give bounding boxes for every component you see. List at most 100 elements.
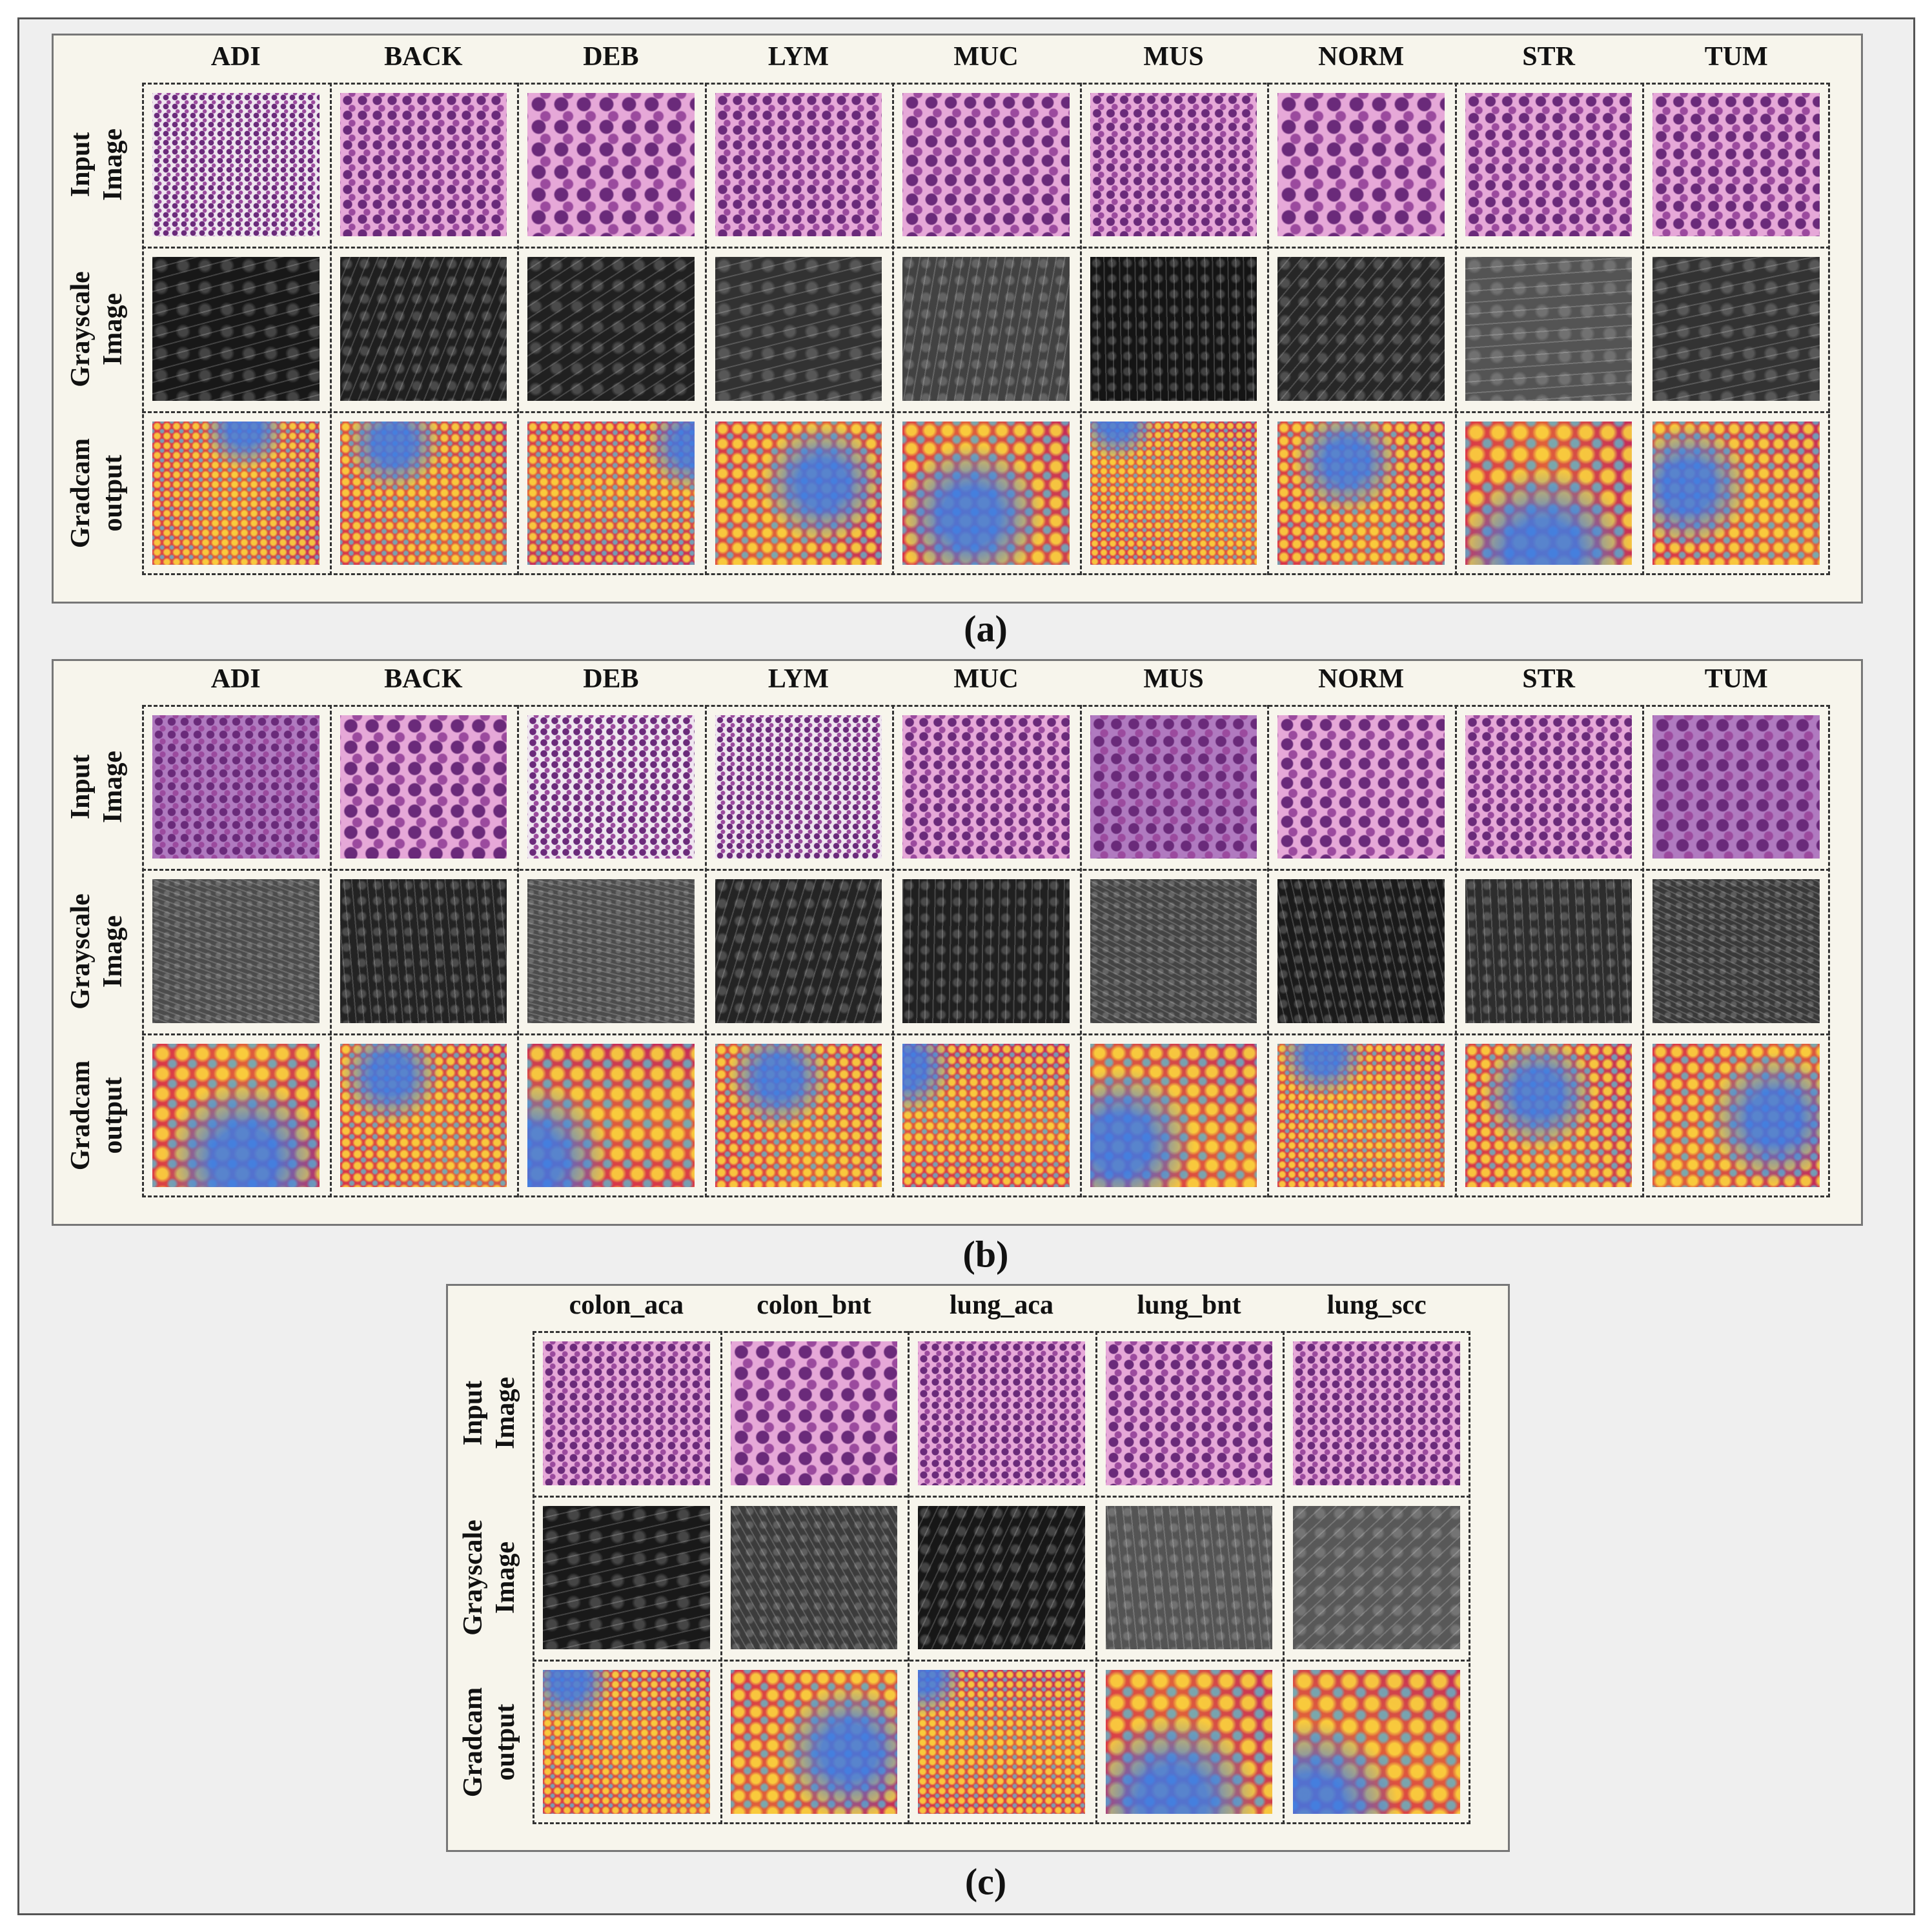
column-divider (1095, 1331, 1097, 1824)
row-label: Input Image (65, 128, 129, 201)
column-header: lung_scc (1327, 1290, 1427, 1320)
row-label: Input Image (457, 1377, 522, 1449)
row-label-line: Grayscale (66, 893, 96, 1010)
column-divider (1642, 705, 1645, 1197)
column-header: LYM (768, 664, 829, 694)
image-tile (902, 421, 1070, 565)
image-tile (1652, 1043, 1820, 1187)
column-divider (517, 83, 520, 575)
image-tile (1277, 879, 1445, 1023)
image-tile (340, 715, 507, 859)
image-tile (918, 1341, 1085, 1485)
image-tile (1277, 421, 1445, 565)
image-tile (1090, 257, 1257, 401)
row-label-line: Image (491, 1541, 520, 1614)
image-tile (1277, 1043, 1445, 1187)
image-tile (1105, 1670, 1273, 1814)
row-label-line: Image (98, 751, 128, 824)
image-tile (715, 421, 882, 565)
image-tile (1652, 93, 1820, 237)
row-label-line: Gradcam (66, 438, 96, 548)
column-header: MUS (1143, 664, 1204, 694)
row-divider (142, 247, 1830, 249)
image-tile (1090, 1043, 1257, 1187)
row-divider (142, 1033, 1830, 1035)
image-tile (340, 257, 507, 401)
row-label: Gradcam output (65, 438, 129, 548)
image-tile (902, 257, 1070, 401)
image-tile (340, 93, 507, 237)
column-header: NORM (1318, 42, 1405, 72)
image-tile (340, 1043, 507, 1187)
image-tile (152, 715, 320, 859)
tile-grid (533, 1331, 1470, 1824)
image-tile (1652, 421, 1820, 565)
column-divider (1642, 83, 1645, 575)
column-divider (329, 83, 332, 575)
column-header: STR (1522, 42, 1576, 72)
image-tile (543, 1341, 710, 1485)
image-tile (1277, 93, 1445, 237)
image-tile (715, 93, 882, 237)
row-divider (142, 869, 1830, 871)
row-label-line: Grayscale (66, 270, 96, 387)
row-label: Grayscale Image (65, 271, 129, 387)
image-tile (1652, 879, 1820, 1023)
column-divider (892, 83, 895, 575)
row-label-line: Input (66, 132, 96, 198)
column-divider (329, 705, 332, 1197)
image-tile (1652, 715, 1820, 859)
image-tile (730, 1670, 898, 1814)
tile-grid (142, 83, 1830, 575)
column-divider (1079, 83, 1082, 575)
image-tile (152, 93, 320, 237)
image-tile (1465, 421, 1632, 565)
row-label-line: Image (98, 915, 128, 988)
image-tile (1105, 1505, 1273, 1650)
column-divider (1454, 705, 1457, 1197)
image-tile (152, 1043, 320, 1187)
row-label: Grayscale Image (457, 1520, 522, 1636)
column-divider (1454, 83, 1457, 575)
image-tile (1090, 421, 1257, 565)
row-label-line: Input (66, 754, 96, 820)
row-label-line: Gradcam (458, 1687, 488, 1797)
column-divider (1267, 705, 1270, 1197)
row-label-line: output (98, 1077, 128, 1154)
column-header: LYM (768, 42, 829, 72)
column-divider (908, 1331, 910, 1824)
column-header: ADI (210, 664, 261, 694)
image-tile (1465, 879, 1632, 1023)
image-tile (527, 1043, 695, 1187)
column-header: colon_bnt (757, 1290, 871, 1320)
image-tile (715, 257, 882, 401)
image-tile (1293, 1670, 1460, 1814)
column-header: lung_bnt (1137, 1290, 1241, 1320)
image-tile (715, 879, 882, 1023)
column-header: DEB (583, 664, 639, 694)
row-label: Gradcam output (457, 1687, 522, 1797)
column-header: DEB (583, 42, 639, 72)
image-tile (1090, 715, 1257, 859)
row-label-line: Image (98, 128, 128, 201)
image-tile (902, 879, 1070, 1023)
row-label: Grayscale Image (65, 893, 129, 1010)
image-tile (340, 879, 507, 1023)
column-divider (720, 1331, 722, 1824)
image-tile (902, 715, 1070, 859)
image-tile (1652, 257, 1820, 401)
image-tile (1293, 1341, 1460, 1485)
image-tile (715, 715, 882, 859)
image-tile (1105, 1341, 1273, 1485)
image-tile (527, 421, 695, 565)
column-header: MUC (953, 42, 1019, 72)
image-tile (527, 879, 695, 1023)
row-label-line: output (491, 1703, 520, 1781)
image-tile (543, 1505, 710, 1650)
panel-label: (c) (964, 1860, 1007, 1903)
column-header: BACK (384, 42, 463, 72)
row-label: Gradcam output (65, 1061, 129, 1170)
row-label-line: Input (458, 1381, 488, 1446)
column-divider (1283, 1331, 1285, 1824)
image-tile (152, 257, 320, 401)
